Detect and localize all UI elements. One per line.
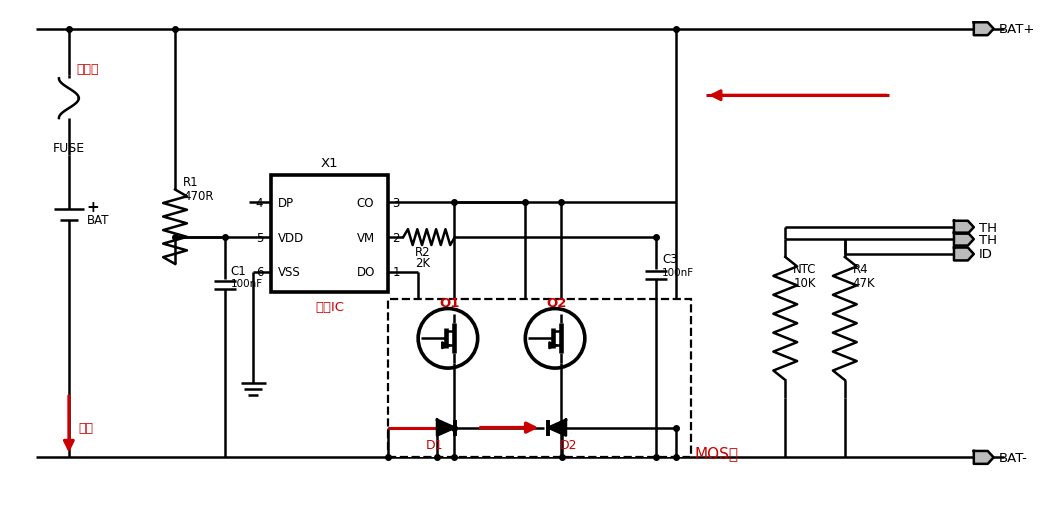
- Text: 控制IC: 控制IC: [316, 300, 344, 314]
- Text: DP: DP: [278, 196, 294, 210]
- Text: CO: CO: [356, 196, 374, 210]
- Text: D1: D1: [425, 438, 443, 451]
- Text: NTC: NTC: [793, 263, 817, 276]
- Text: 47K: 47K: [852, 277, 875, 290]
- Text: +: +: [86, 199, 99, 215]
- Text: Q2: Q2: [547, 295, 567, 309]
- Text: R4: R4: [852, 263, 868, 276]
- Text: VDD: VDD: [278, 231, 304, 244]
- Polygon shape: [437, 420, 455, 436]
- Text: 4: 4: [256, 196, 264, 210]
- Text: VM: VM: [356, 231, 375, 244]
- Text: 6: 6: [256, 266, 264, 279]
- Text: Q1: Q1: [440, 295, 461, 309]
- Text: FUSE: FUSE: [53, 142, 85, 155]
- Text: D2: D2: [561, 438, 577, 451]
- Text: 470R: 470R: [183, 189, 214, 203]
- Text: C3: C3: [663, 253, 678, 266]
- Text: DO: DO: [356, 266, 375, 279]
- Text: VSS: VSS: [278, 266, 301, 279]
- Polygon shape: [974, 451, 994, 464]
- Text: BAT+: BAT+: [998, 23, 1035, 36]
- Text: 100nF: 100nF: [663, 267, 694, 277]
- Text: BAT: BAT: [86, 213, 109, 226]
- Text: 保险丝: 保险丝: [77, 63, 99, 76]
- Text: TH: TH: [978, 233, 997, 246]
- Text: ID: ID: [978, 248, 993, 261]
- Text: 1: 1: [393, 266, 400, 279]
- Text: 2K: 2K: [416, 257, 430, 270]
- Text: 5: 5: [256, 231, 264, 244]
- Polygon shape: [974, 23, 994, 36]
- Text: X1: X1: [321, 157, 339, 170]
- Polygon shape: [954, 248, 974, 261]
- Text: C1: C1: [230, 265, 246, 278]
- Bar: [271, 175, 389, 292]
- Text: 10K: 10K: [793, 277, 816, 290]
- Polygon shape: [548, 420, 566, 436]
- Polygon shape: [954, 221, 974, 234]
- Text: R2: R2: [416, 245, 431, 258]
- Text: 100nF: 100nF: [230, 278, 263, 288]
- Polygon shape: [954, 233, 974, 246]
- Text: MOS管: MOS管: [695, 445, 739, 460]
- Text: 电芯: 电芯: [79, 421, 94, 434]
- Bar: [389, 299, 691, 458]
- Text: R1: R1: [183, 176, 199, 189]
- Text: 3: 3: [393, 196, 400, 210]
- Text: BAT-: BAT-: [998, 451, 1027, 464]
- Text: TH: TH: [978, 221, 997, 234]
- Text: 2: 2: [393, 231, 400, 244]
